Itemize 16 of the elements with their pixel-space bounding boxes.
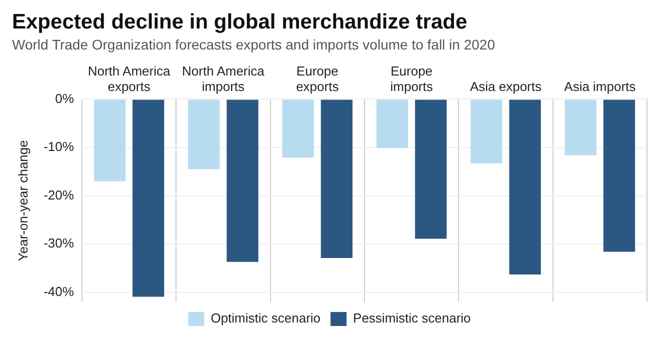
chart-subtitle: World Trade Organization forecasts exports and imports volume to fall in 2020	[12, 36, 496, 52]
y-tick-label: -20%	[44, 187, 74, 202]
legend-label: Optimistic scenario	[210, 310, 321, 326]
chart-title: Expected decline in global merchandize trade	[12, 10, 468, 34]
x-tick-label: North America exports	[88, 63, 171, 94]
x-tick-label: Europe imports	[390, 63, 434, 94]
legend-label: Pessimistic scenario	[353, 310, 471, 326]
x-tick-label: Europe exports	[296, 63, 340, 94]
y-tick-label: -10%	[44, 139, 74, 154]
y-tick-label: -30%	[44, 236, 74, 251]
x-tick-label: Asia exports	[470, 78, 542, 94]
y-tick-label: 0%	[55, 90, 74, 106]
y-tick-label: -40%	[44, 284, 74, 299]
y-axis-title: Year-on-year change	[15, 140, 30, 262]
x-tick-label: North America imports	[182, 63, 266, 94]
x-tick-label: Asia imports	[564, 78, 636, 94]
